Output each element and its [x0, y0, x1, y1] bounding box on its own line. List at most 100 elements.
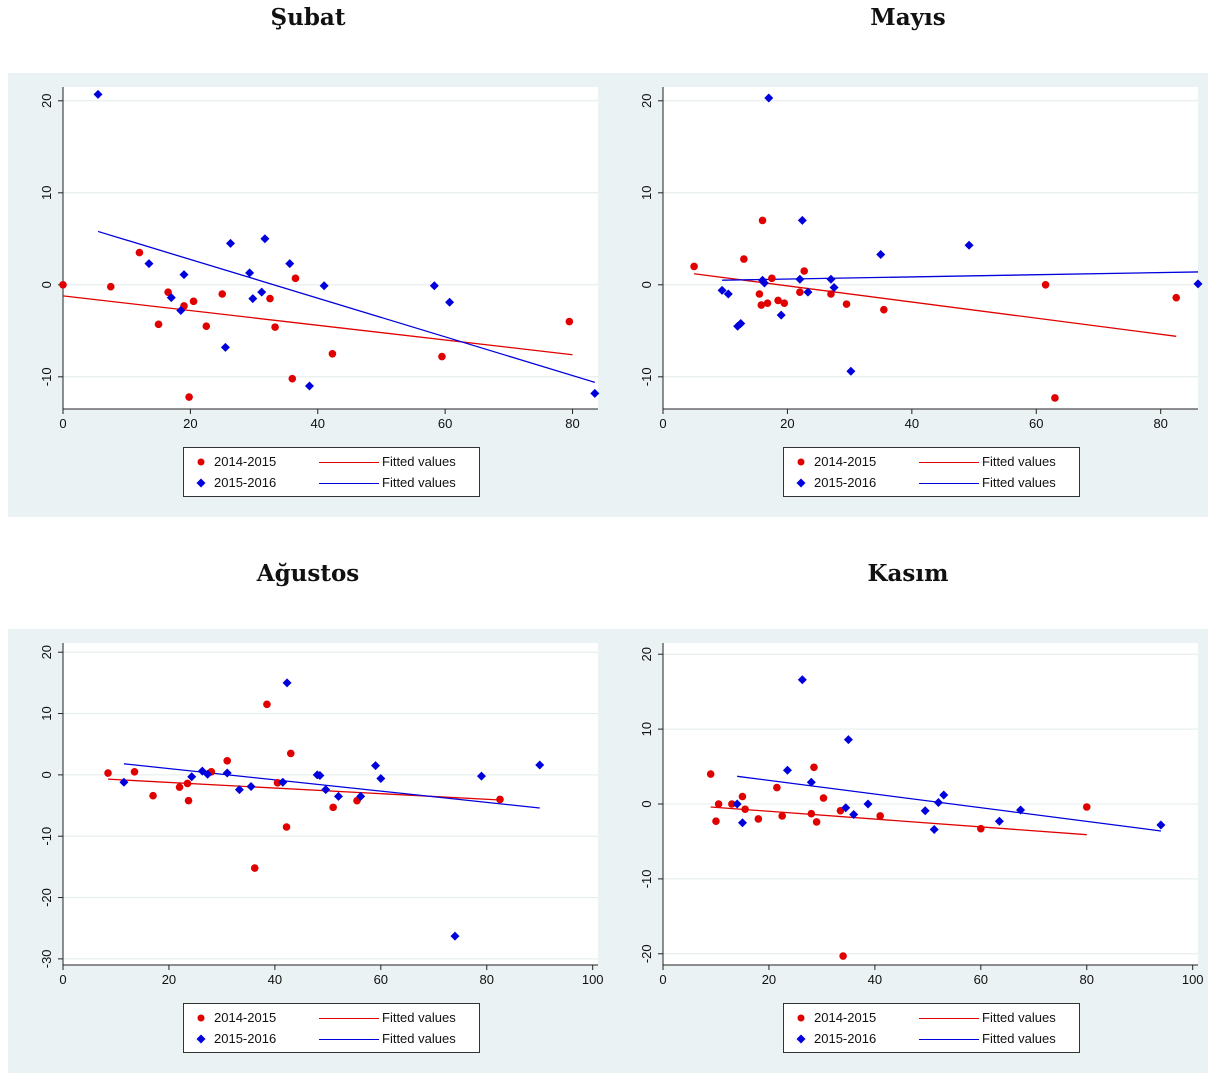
- data-point-series-2: [1156, 820, 1166, 830]
- y-tick-label: 10: [39, 706, 54, 720]
- data-point-series-1: [135, 248, 144, 257]
- y-tick-label: 10: [39, 186, 54, 200]
- y-tick-label: 20: [639, 94, 654, 108]
- legend-marker: [194, 1011, 208, 1025]
- data-point-series-2: [732, 799, 742, 809]
- legend-row-2: 2015-2016 Fitted values: [184, 473, 479, 493]
- legend-row-1: 2014-2015 Fitted values: [784, 1008, 1079, 1028]
- data-point-series-1: [773, 783, 781, 792]
- x-tick-label: 40: [905, 416, 919, 431]
- x-tick-label: 40: [268, 972, 282, 987]
- x-tick-label: 0: [659, 972, 666, 987]
- data-point-series-1: [223, 756, 232, 765]
- data-point-series-2: [220, 342, 230, 352]
- legend-fit-label: Fitted values: [982, 1031, 1056, 1046]
- legend-row-2: 2015-2016 Fitted values: [784, 1029, 1079, 1049]
- circle-marker-icon: [797, 458, 805, 466]
- legend-series-label: 2015-2016: [814, 475, 877, 490]
- legend-marker: [194, 476, 208, 490]
- data-point-series-2: [920, 806, 930, 816]
- data-point-series-1: [175, 783, 184, 791]
- data-point-series-2: [176, 306, 186, 316]
- diamond-marker-icon: [796, 478, 806, 488]
- data-point-series-1: [778, 812, 786, 820]
- chart-svg: -10 0 10 20 0 20 40 60 80: [639, 87, 1203, 431]
- y-tick-label: -20: [39, 888, 54, 907]
- data-point-series-2: [1016, 805, 1026, 815]
- data-point-series-2: [717, 285, 727, 295]
- x-tick-label: 40: [311, 416, 325, 431]
- data-point-series-2: [876, 249, 886, 259]
- data-point-series-2: [234, 785, 244, 795]
- legend-series-label: 2015-2016: [214, 475, 277, 490]
- data-point-series-1: [842, 300, 851, 308]
- legend-fit-label: Fitted values: [982, 475, 1056, 490]
- data-point-series-1: [740, 255, 748, 263]
- legend-series-label: 2014-2015: [814, 1010, 877, 1025]
- fitted-line-series-1: [710, 806, 1087, 836]
- data-point-series-1: [328, 350, 337, 358]
- plot-area: [63, 87, 598, 409]
- data-point-series-1: [189, 297, 198, 306]
- legend-fit-label: Fitted values: [382, 1010, 456, 1025]
- x-tick-label: 0: [59, 972, 66, 987]
- diamond-marker-icon: [796, 1034, 806, 1044]
- y-tick-label: 0: [39, 281, 54, 288]
- data-point-series-1: [496, 795, 504, 804]
- data-point-series-2: [304, 381, 314, 391]
- x-tick-label: 0: [659, 416, 666, 431]
- chart-title: Kasım: [867, 560, 949, 587]
- data-point-series-2: [187, 772, 197, 782]
- legend-series-label: 2015-2016: [214, 1031, 277, 1046]
- data-point-series-1: [286, 749, 295, 758]
- data-point-series-1: [880, 305, 888, 314]
- legend-series-label: 2015-2016: [814, 1031, 877, 1046]
- circle-marker-icon: [797, 1014, 805, 1022]
- legend: 2014-2015 Fitted values 2015-2016 Fitted va…: [783, 447, 1080, 497]
- data-point-series-2: [782, 765, 792, 775]
- x-tick-label: 60: [374, 972, 388, 987]
- fitted-line-series-2: [97, 230, 596, 383]
- fitted-line-series-1: [62, 295, 573, 356]
- y-tick-label: -10: [39, 827, 54, 846]
- data-point-series-1: [796, 288, 804, 296]
- data-point-series-2: [964, 240, 974, 250]
- legend-line-swatch: [919, 462, 979, 463]
- x-tick-label: 100: [582, 972, 604, 987]
- y-tick-label: 0: [639, 281, 654, 288]
- diamond-marker-icon: [196, 1034, 206, 1044]
- chart-title: Mayıs: [870, 4, 946, 31]
- data-point-series-1: [291, 274, 300, 283]
- y-tick-label: -20: [639, 944, 654, 963]
- data-point-series-1: [768, 274, 776, 283]
- y-tick-label: -30: [39, 949, 54, 968]
- chart-svg: -30 -20 -10 0 10 20 0 20 40 60 80 100: [39, 643, 604, 987]
- data-point-series-1: [706, 770, 715, 778]
- data-point-series-2: [333, 791, 343, 801]
- legend-line-swatch: [319, 1039, 379, 1040]
- legend: 2014-2015 Fitted values 2015-2016 Fitted va…: [183, 447, 480, 497]
- x-tick-label: 20: [183, 416, 197, 431]
- data-point-series-2: [759, 278, 769, 288]
- data-point-series-2: [863, 799, 873, 809]
- data-point-series-1: [741, 805, 749, 814]
- fitted-line-series-1: [694, 273, 1177, 337]
- y-tick-label: 0: [639, 800, 654, 807]
- data-point-series-2: [246, 782, 256, 792]
- data-point-series-2: [245, 268, 255, 278]
- data-point-series-1: [250, 864, 259, 872]
- legend-row-1: 2014-2015 Fitted values: [184, 1008, 479, 1028]
- data-point-series-2: [758, 275, 768, 285]
- data-point-series-1: [271, 323, 279, 331]
- data-point-series-1: [800, 267, 809, 275]
- x-tick-label: 60: [438, 416, 452, 431]
- data-point-series-2: [203, 769, 213, 779]
- data-point-series-2: [849, 809, 859, 819]
- legend-line-swatch: [919, 483, 979, 484]
- data-point-series-1: [149, 791, 157, 800]
- data-point-series-1: [763, 299, 772, 307]
- data-point-series-2: [260, 234, 270, 244]
- data-point-series-1: [59, 281, 67, 289]
- data-point-series-2: [803, 287, 813, 297]
- data-point-series-2: [450, 931, 460, 941]
